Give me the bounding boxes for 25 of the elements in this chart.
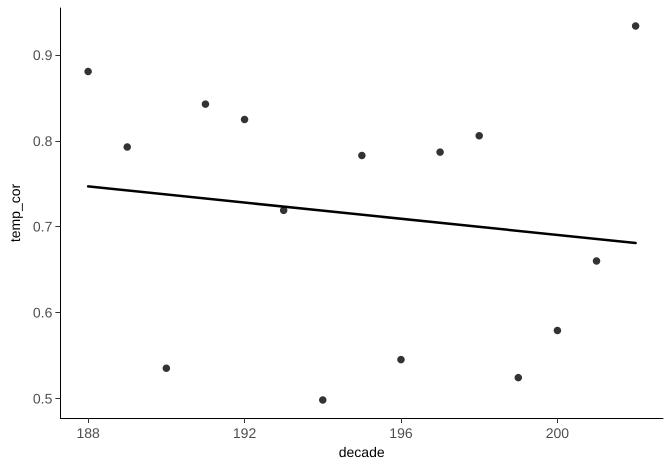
point (397, 356, 405, 364)
y-tick-label: 0.6 (32, 304, 53, 320)
point (554, 326, 562, 334)
point (84, 68, 92, 76)
point (358, 152, 366, 160)
point (436, 148, 444, 156)
x-axis-title: decade (338, 444, 385, 460)
point (475, 132, 483, 140)
point (514, 374, 522, 382)
point (592, 257, 600, 265)
x-tick-label: 192 (232, 425, 256, 441)
point (240, 116, 248, 124)
y-tick-label: 0.7 (32, 218, 53, 235)
y-tick-label: 0.5 (32, 390, 53, 406)
point (162, 364, 170, 372)
y-axis-title: temp_cor (7, 183, 23, 242)
point (123, 143, 131, 151)
x-tick-label: 200 (546, 425, 570, 441)
point (202, 100, 210, 108)
x-tick-label: 188 (76, 425, 100, 441)
x-tick-label: 196 (389, 425, 413, 441)
y-tick-label: 0.8 (32, 132, 53, 149)
point (632, 22, 640, 30)
point (319, 396, 327, 404)
y-tick-label: 0.9 (32, 47, 53, 64)
